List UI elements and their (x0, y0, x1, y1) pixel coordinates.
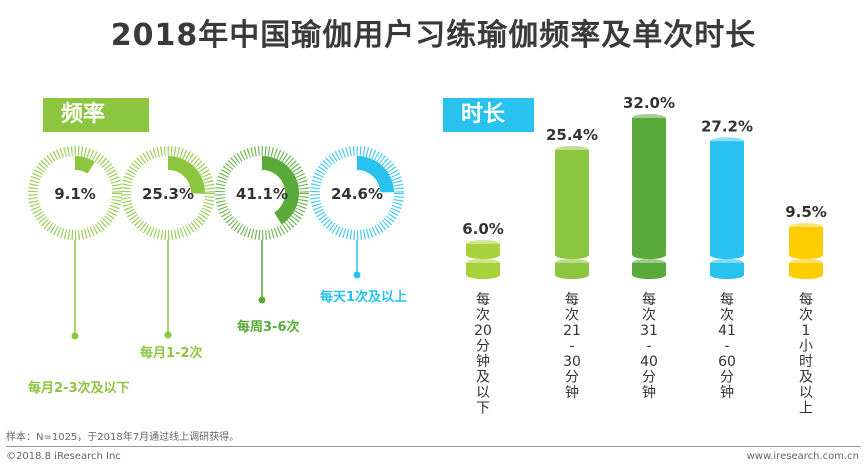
cylinder-category-char: 钟 (642, 384, 656, 401)
cylinder-base-bottom (710, 271, 744, 279)
cylinder-category-char: 分 (565, 370, 579, 386)
cylinder-category-char: 每 (565, 292, 579, 308)
ring-slice (357, 156, 394, 193)
cylinder-category-char: - (724, 339, 729, 355)
cylinder-base-bottom (466, 271, 500, 279)
cylinder-base-top (555, 259, 589, 267)
ring-value-label: 24.6% (331, 185, 383, 203)
cylinder-value-label: 9.5% (785, 203, 827, 221)
ring-leader-dot (164, 331, 172, 339)
site-url: www.iresearch.com.cn (746, 451, 859, 462)
cylinder-bar (466, 243, 500, 255)
ring-value-label: 41.1% (236, 185, 288, 203)
cylinder-category-char: 每 (799, 292, 813, 308)
cylinder-category-char: 次 (565, 308, 579, 324)
cylinder-category-char: 钟 (565, 384, 579, 401)
cylinder-value-label: 32.0% (623, 94, 675, 112)
cylinder-bar-top (555, 145, 589, 154)
ring-category-label: 每周3-6次 (237, 319, 300, 335)
cylinder-bar-top (466, 239, 500, 248)
cylinder-bar (789, 226, 823, 255)
cylinder-base-bottom (789, 271, 823, 279)
cylinder-category-char: 时 (799, 354, 813, 370)
cylinder-bar-top (710, 137, 744, 146)
cylinder-category-char: - (569, 339, 574, 355)
cylinder-category-char: 30 (563, 354, 581, 370)
cylinder-bar (555, 149, 589, 255)
cylinder-bar-top (789, 222, 823, 231)
cylinder-category-char: 钟 (720, 384, 734, 401)
cylinder-category-char: 分 (476, 339, 490, 355)
ring-hole (52, 170, 98, 216)
footer-divider (6, 446, 861, 447)
cylinder-bar (632, 118, 666, 255)
ring-slice (75, 156, 96, 174)
cylinder-category-char: 及 (476, 370, 490, 386)
ring-value-label: 25.3% (142, 185, 194, 203)
cylinder-base-top (789, 259, 823, 267)
cylinder-category-char: 每 (720, 292, 734, 308)
cylinder-category-char: 上 (799, 401, 813, 417)
cylinder-base-top (710, 259, 744, 267)
cylinder-category-char: 20 (474, 323, 492, 339)
cylinder-base-top (466, 259, 500, 267)
cylinder-category-char: 钟 (476, 353, 490, 370)
cylinder-base-top (632, 259, 666, 267)
ring-category-label: 每天1次及以上 (320, 289, 407, 305)
cylinder-category-char: 每 (642, 292, 656, 308)
ring-hole (145, 170, 191, 216)
ring-dashed-track (215, 146, 309, 240)
cylinder-category-char: 次 (799, 308, 813, 324)
cylinder-bar-bottom (710, 251, 744, 259)
cylinder-value-label: 25.4% (546, 126, 598, 144)
cylinder-bar (710, 141, 744, 255)
cylinder-base-bottom (632, 271, 666, 279)
cylinder-category-char: 及 (799, 370, 813, 386)
cylinder-bar-bottom (632, 251, 666, 259)
page-title: 2018年中国瑜伽用户习练瑜伽频率及单次时长 (110, 18, 757, 53)
ring-value-label: 9.1% (54, 185, 96, 203)
cylinder-category-char: 以 (799, 385, 813, 401)
ring-leader-dot (71, 332, 79, 340)
copyright: ©2018.8 iResearch Inc (6, 451, 121, 462)
cylinder-category-char: 31 (640, 323, 658, 339)
cylinder-bar-bottom (789, 251, 823, 259)
cylinder-category-char: 60 (718, 354, 736, 370)
ring-dashed-track (310, 146, 404, 240)
ring-leader-dot (353, 271, 361, 279)
ring-slice (168, 156, 206, 194)
ring-hole (239, 170, 285, 216)
cylinder-bar-bottom (466, 251, 500, 259)
ring-dashed-track (121, 146, 215, 240)
ring-slice (262, 156, 300, 225)
cylinder-category-char: 分 (642, 370, 656, 386)
cylinder-bar-top (632, 114, 666, 122)
cylinder-category-char: 以 (476, 385, 490, 401)
frequency-tag: 频率 (43, 98, 149, 132)
cylinder-value-label: 6.0% (462, 220, 504, 238)
cylinder-category-char: 40 (640, 354, 658, 370)
cylinder-category-char: 41 (718, 323, 736, 339)
cylinder-category-char: 分 (720, 370, 734, 386)
cylinder-bar-bottom (555, 251, 589, 259)
cylinder-value-label: 27.2% (701, 117, 753, 135)
ring-hole (334, 170, 380, 216)
cylinder-category-char: 小 (799, 339, 813, 355)
cylinder-category-char: 次 (642, 308, 656, 324)
cylinder-category-char: - (646, 339, 651, 355)
duration-tag: 时长 (443, 98, 534, 132)
cylinder-category-char: 1 (802, 323, 811, 339)
cylinder-category-char: 下 (476, 401, 490, 417)
ring-dashed-track (28, 146, 122, 240)
ring-leader-dot (258, 296, 266, 304)
ring-category-label: 每月1-2次 (140, 345, 203, 361)
ring-category-label: 每月2-3次及以下 (28, 380, 130, 396)
cylinder-category-char: 21 (563, 323, 581, 339)
cylinder-base-bottom (555, 271, 589, 279)
sample-note: 样本：N=1025，于2018年7月通过线上调研获得。 (6, 432, 240, 443)
cylinder-category-char: 次 (720, 308, 734, 324)
cylinder-category-char: 每 (476, 292, 490, 308)
cylinder-category-char: 次 (476, 308, 490, 324)
